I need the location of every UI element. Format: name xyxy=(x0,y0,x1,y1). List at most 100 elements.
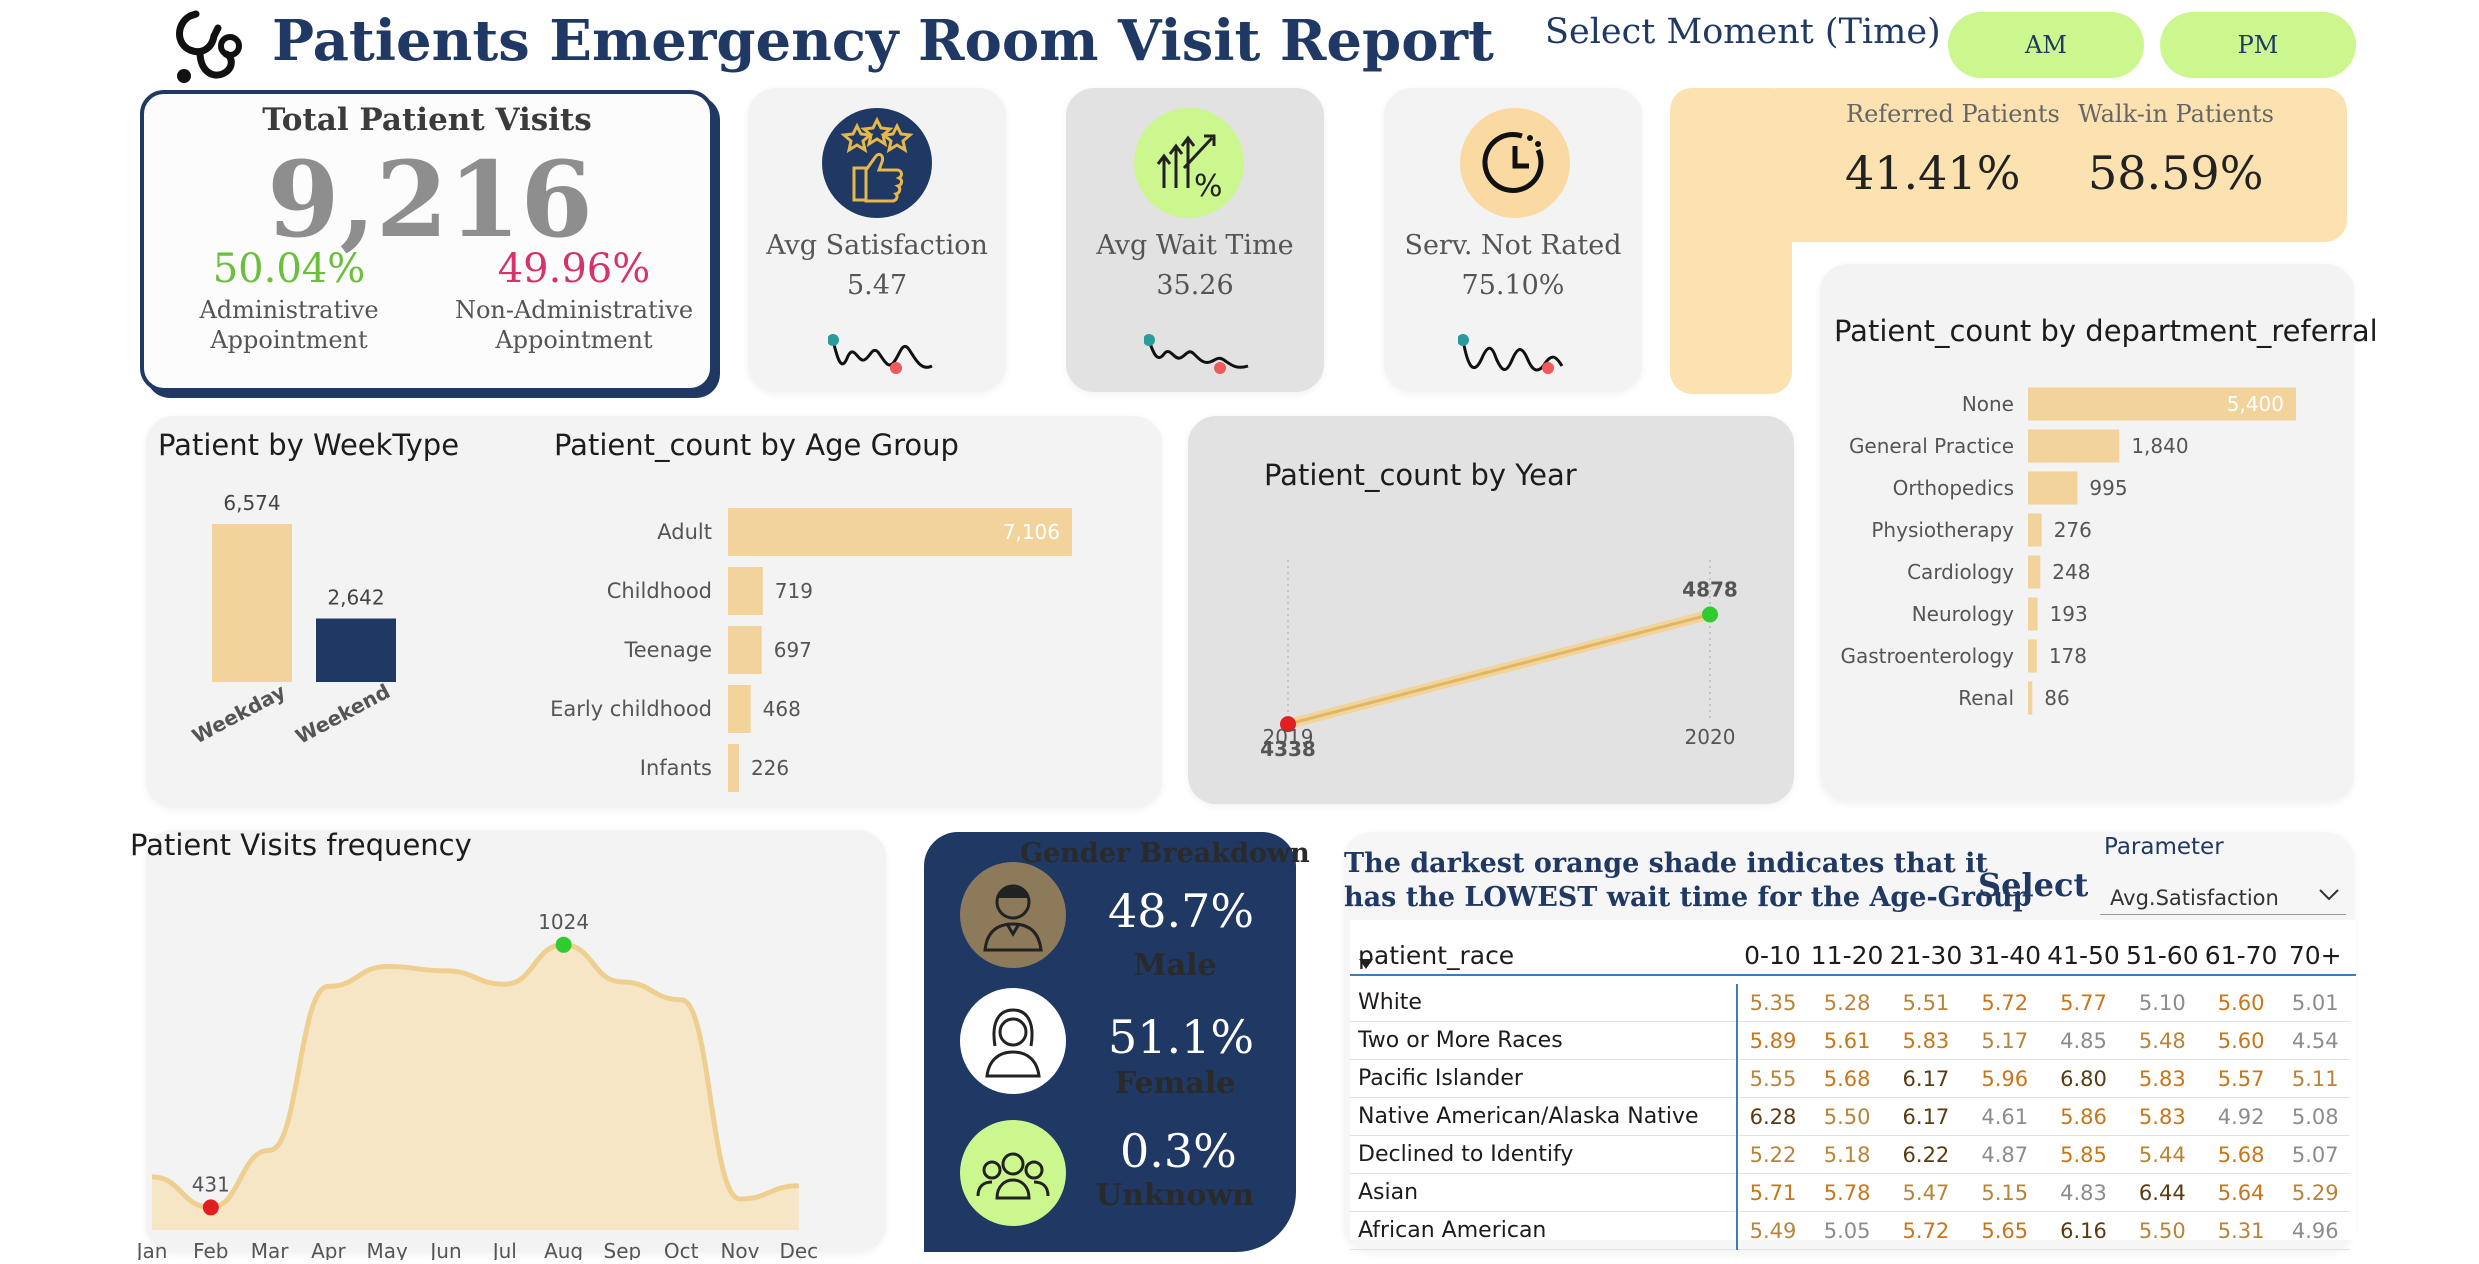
heatmap-value-cell: 4.87 xyxy=(1965,1135,2045,1174)
department-category-label: Gastroenterology xyxy=(1840,644,2014,668)
heatmap-header-line xyxy=(1350,974,2356,976)
table-row[interactable]: Two or More Races 5.89 5.61 5.83 5.17 4.85 5.4… xyxy=(1350,1021,2350,1060)
heatmap-value-cell: 5.71 xyxy=(1737,1173,1808,1212)
thumbs-up-stars-icon xyxy=(822,108,932,218)
frequency-axis-label: Jun xyxy=(428,1239,461,1260)
department-value-label: 5,400 xyxy=(2227,392,2284,416)
kpi-wait-label: Avg Wait Time xyxy=(1096,230,1294,261)
department-value-label: 276 xyxy=(2054,518,2092,542)
agegroup-value-label: 468 xyxy=(763,697,801,721)
heatmap-value-cell: 5.50 xyxy=(2122,1211,2202,1250)
agegroup-value-label: 226 xyxy=(751,756,789,780)
heatmap-value-cell: 5.31 xyxy=(2201,1211,2281,1250)
department-value-label: 995 xyxy=(2089,476,2127,500)
page-title: Patients Emergency Room Visit Report xyxy=(272,8,1494,74)
parameter-dropdown[interactable]: Avg.Satisfaction xyxy=(2100,874,2346,915)
table-row[interactable]: African American 5.49 5.05 5.72 5.65 6.16 5.50… xyxy=(1350,1211,2350,1250)
department-category-label: General Practice xyxy=(1849,434,2014,458)
heatmap-column-header[interactable]: 31-40 xyxy=(1968,941,2042,970)
weektype-category-label: Weekend xyxy=(291,679,394,749)
heatmap-value-cell: 5.72 xyxy=(1886,1211,1966,1250)
heatmap-column-header[interactable]: 21-30 xyxy=(1889,941,1963,970)
kpi-satisfaction-label: Avg Satisfaction xyxy=(766,230,988,261)
heatmap-race-cell: African American xyxy=(1350,1211,1739,1250)
agegroup-category-label: Infants xyxy=(640,756,712,780)
table-row[interactable]: White 5.35 5.28 5.51 5.72 5.77 5.10 5.60 5.01 xyxy=(1350,984,2350,1022)
heatmap-column-header[interactable]: 0-10 xyxy=(1744,941,1801,970)
female-label: Female xyxy=(1114,1066,1236,1101)
heatmap-value-cell: 5.17 xyxy=(1965,1021,2045,1060)
frequency-chart-title: Patient Visits frequency xyxy=(130,828,472,862)
department-bar xyxy=(2028,555,2041,589)
year-line xyxy=(1287,613,1711,726)
heatmap-value-cell: 5.18 xyxy=(1807,1135,1887,1174)
group-users-icon xyxy=(960,1120,1066,1226)
heatmap-value-cell: 5.47 xyxy=(1886,1173,1966,1212)
heatmap-value-cell: 5.29 xyxy=(2280,1173,2350,1212)
stethoscope-icon xyxy=(176,10,242,83)
heatmap-value-cell: 5.50 xyxy=(1807,1097,1887,1136)
heatmap-value-cell: 4.83 xyxy=(2044,1173,2123,1212)
department-bar xyxy=(2028,387,2296,421)
frequency-axis-label: Mar xyxy=(251,1239,290,1260)
table-row[interactable]: Declined to Identify 5.22 5.18 6.22 4.87 5.85… xyxy=(1350,1135,2350,1174)
male-label: Male xyxy=(1133,948,1217,983)
frequency-chart: Jan Feb Mar Apr May Jun Jul Aug Sep Oct Nov Dec 431 1… xyxy=(135,910,819,1260)
kpi-card-not-rated: Serv. Not Rated 75.10% xyxy=(1384,88,1642,392)
heatmap-column-header[interactable]: 61-70 xyxy=(2204,941,2278,970)
department-value-label: 193 xyxy=(2050,602,2088,626)
frequency-line xyxy=(151,942,799,1210)
kpi-not-rated-label: Serv. Not Rated xyxy=(1404,230,1622,261)
heatmap-column-header[interactable]: 70+ xyxy=(2288,941,2342,970)
frequency-point xyxy=(202,1199,219,1216)
female-percent: 51.1% xyxy=(1108,1010,1255,1064)
weektype-bar xyxy=(212,524,292,682)
agegroup-category-label: Childhood xyxy=(607,579,712,603)
heatmap-value-cell: 5.72 xyxy=(1965,984,2045,1022)
heatmap-value-cell: 4.96 xyxy=(2280,1211,2350,1250)
table-row[interactable]: Native American/Alaska Native 6.28 5.50 6.1… xyxy=(1350,1097,2350,1136)
frequency-axis-label: Nov xyxy=(720,1239,759,1260)
table-row[interactable]: Pacific Islander 5.55 5.68 6.17 5.96 6.80 5.83… xyxy=(1350,1059,2350,1098)
frequency-point-label: 1024 xyxy=(538,910,589,934)
heatmap-value-cell: 6.44 xyxy=(2122,1173,2202,1212)
heatmap-row-header[interactable]: patient_race xyxy=(1358,941,1515,970)
heatmap-column-header[interactable]: 11-20 xyxy=(1810,941,1884,970)
agegroup-category-label: Teenage xyxy=(623,638,712,662)
department-bar xyxy=(2028,429,2120,463)
kpi-wait-value: 35.26 xyxy=(1156,270,1234,301)
weektype-chart-title: Patient by WeekType xyxy=(158,428,460,462)
heatmap-value-cell: 6.80 xyxy=(2044,1059,2123,1098)
pm-button[interactable]: PM xyxy=(2160,12,2356,78)
frequency-axis-label: Jul xyxy=(491,1239,517,1260)
frequency-axis-label: Oct xyxy=(664,1239,699,1260)
heatmap-value-cell: 5.78 xyxy=(1807,1173,1887,1212)
walkin-label: Walk-in Patients xyxy=(2078,100,2274,128)
female-user-icon xyxy=(960,988,1066,1094)
sort-arrow-icon[interactable] xyxy=(1358,958,1374,970)
year-point xyxy=(1280,716,1296,733)
department-category-label: Neurology xyxy=(1912,602,2014,626)
department-category-label: Renal xyxy=(1958,686,2014,710)
kpi-wait-sparkline xyxy=(1144,334,1249,374)
frequency-axis-label: May xyxy=(367,1239,409,1260)
agegroup-category-label: Early childhood xyxy=(550,697,712,721)
frequency-axis-label: Feb xyxy=(193,1239,228,1260)
agegroup-value-label: 719 xyxy=(775,579,813,603)
heatmap-value-cell: 5.65 xyxy=(1965,1211,2045,1250)
heatmap-value-cell: 5.05 xyxy=(1807,1211,1887,1250)
heatmap-value-cell: 5.86 xyxy=(2044,1097,2123,1136)
heatmap-value-cell: 4.92 xyxy=(2201,1097,2281,1136)
heatmap-value-cell: 5.08 xyxy=(2280,1097,2350,1136)
heatmap-value-cell: 5.83 xyxy=(1886,1021,1966,1060)
weektype-chart: 6,574 Weekday 2,642 Weekend xyxy=(188,491,396,749)
department-bar xyxy=(2028,681,2033,715)
heatmap-column-header[interactable]: 41-50 xyxy=(2047,941,2120,970)
am-button[interactable]: AM xyxy=(1948,12,2144,78)
heatmap-value-cell: 5.64 xyxy=(2201,1173,2281,1212)
year-chart-title: Patient_count by Year xyxy=(1264,458,1577,492)
heatmap-column-header[interactable]: 51-60 xyxy=(2125,941,2199,970)
table-row[interactable]: Asian 5.71 5.78 5.47 5.15 4.83 6.44 5.64 5.29 xyxy=(1350,1173,2350,1212)
parameter-label: Parameter xyxy=(2104,834,2224,860)
